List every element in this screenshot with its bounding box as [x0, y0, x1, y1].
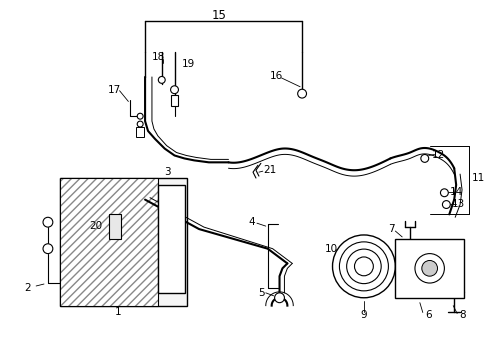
Bar [158, 185, 185, 293]
Bar [394, 239, 463, 298]
Bar [108, 214, 121, 239]
Circle shape [43, 217, 53, 227]
Circle shape [137, 121, 143, 127]
Text: 20: 20 [89, 221, 102, 231]
Circle shape [163, 246, 179, 261]
Text: 4: 4 [247, 217, 254, 227]
Text: 2: 2 [24, 283, 31, 293]
Circle shape [332, 235, 394, 298]
Text: 16: 16 [269, 71, 283, 81]
Circle shape [170, 86, 178, 94]
Text: 11: 11 [471, 173, 484, 183]
Text: 3: 3 [164, 167, 171, 177]
Circle shape [346, 249, 381, 284]
Circle shape [442, 201, 449, 208]
Text: 15: 15 [211, 9, 226, 22]
Circle shape [158, 76, 165, 83]
Text: 21: 21 [263, 165, 276, 175]
Text: 8: 8 [458, 310, 465, 320]
Circle shape [163, 208, 179, 224]
Bar [136, 127, 144, 137]
Circle shape [43, 244, 53, 253]
Text: 1: 1 [115, 307, 122, 318]
Circle shape [354, 257, 372, 276]
Circle shape [420, 154, 428, 162]
Bar [170, 95, 178, 107]
Text: 6: 6 [424, 310, 430, 320]
Text: 12: 12 [431, 150, 444, 161]
Circle shape [274, 293, 284, 303]
Bar [60, 178, 158, 306]
Circle shape [137, 113, 143, 119]
Text: 9: 9 [360, 310, 366, 320]
Circle shape [166, 264, 176, 273]
Text: 10: 10 [324, 244, 337, 254]
Text: 5: 5 [257, 288, 264, 298]
Circle shape [339, 242, 387, 291]
Text: 18: 18 [152, 52, 165, 62]
Text: 19: 19 [181, 59, 194, 69]
Circle shape [297, 89, 306, 98]
Text: 13: 13 [451, 199, 465, 208]
Text: 14: 14 [449, 187, 463, 197]
Circle shape [414, 253, 444, 283]
Circle shape [421, 261, 437, 276]
Text: 17: 17 [107, 85, 121, 95]
Bar [60, 178, 187, 306]
Bar [60, 178, 158, 306]
Circle shape [440, 189, 447, 197]
Text: 7: 7 [387, 224, 394, 234]
